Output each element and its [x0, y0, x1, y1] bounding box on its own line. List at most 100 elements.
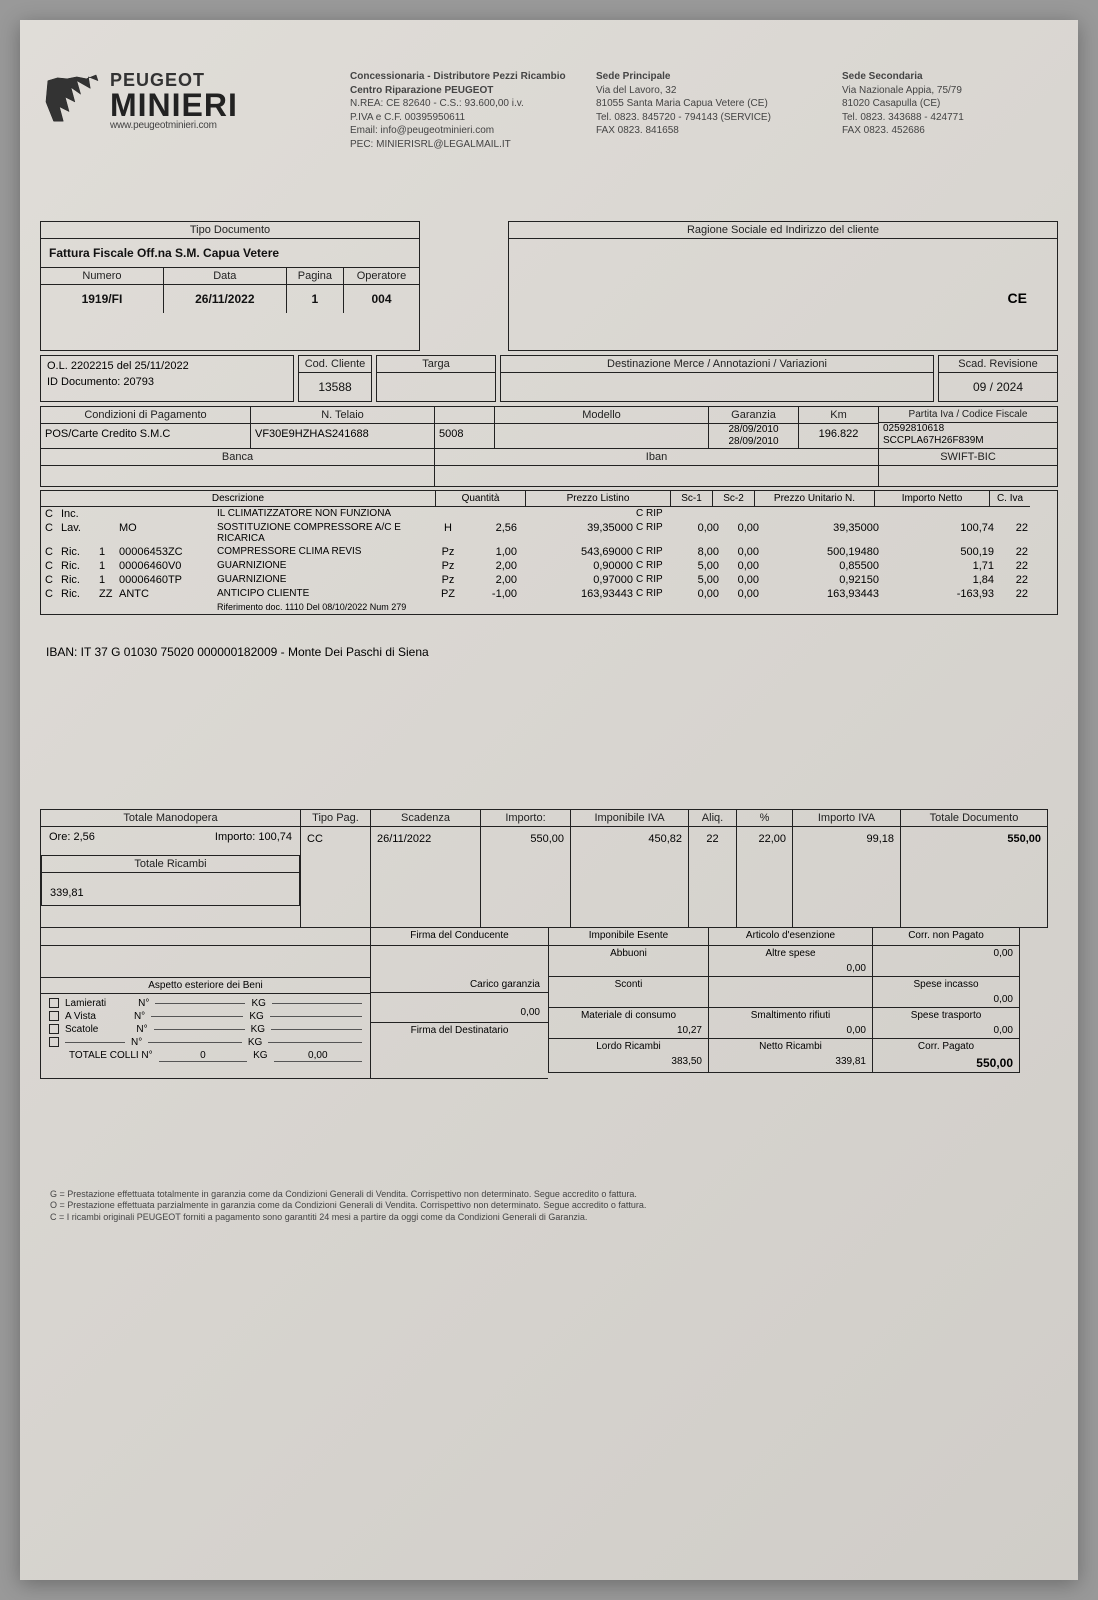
corr-non-pagato-box: Corr. non Pagato: [872, 928, 1020, 946]
destinazione-box: Destinazione Merce / Annotazioni / Varia…: [500, 355, 934, 402]
value-tipo-documento: Fattura Fiscale Off.na S.M. Capua Vetere: [41, 239, 419, 267]
item-row: CRic.100006460V0GUARNIZIONEPz2,000,90000…: [41, 559, 1057, 573]
tipo-documento-box: Tipo Documento Fattura Fiscale Off.na S.…: [40, 221, 420, 351]
checkbox-other[interactable]: [49, 1037, 59, 1047]
riferimento: Riferimento doc. 1110 Del 08/10/2022 Num…: [217, 602, 435, 613]
tipo-pag-box: Tipo Pag. CC: [300, 809, 370, 928]
label-targa: Targa: [377, 356, 495, 373]
value-km: 196.822: [799, 424, 878, 444]
scadenza-box: Scadenza 26/11/2022: [370, 809, 480, 928]
col-c-iva: C. Iva: [990, 491, 1030, 507]
label-pagina: Pagina: [287, 268, 343, 285]
col-sc2: Sc-2: [713, 491, 755, 507]
value-smalt: 0,00: [709, 1023, 872, 1038]
cod-cliente-box: Cod. Cliente 13588: [298, 355, 372, 402]
value-piva1: 02592810618: [883, 423, 1053, 435]
condizioni-pagamento-box: Condizioni di Pagamento POS/Carte Credit…: [40, 406, 250, 449]
garanzia-box: Garanzia 28/09/2010 28/09/2010: [708, 406, 798, 449]
value-colli-kg: 0,00: [308, 1050, 327, 1061]
label-ragione: Ragione Sociale ed Indirizzo del cliente: [509, 222, 1057, 239]
label-imp-iva: Imponibile IVA: [571, 810, 688, 827]
col-quantita: Quantità: [436, 491, 526, 507]
label-modello: Modello: [495, 407, 708, 424]
targa-box: Targa: [376, 355, 496, 402]
item-row: CLav.MOSOSTITUZIONE COMPRESSORE A/C E RI…: [41, 521, 1057, 545]
label-garanzia: Garanzia: [709, 407, 798, 424]
checkbox-scatole[interactable]: [49, 1024, 59, 1034]
value-id-doc: ID Documento: 20793: [47, 376, 287, 388]
value-gar2: 28/09/2010: [711, 436, 796, 448]
label-tot-man: Totale Manodopera: [41, 810, 300, 827]
art-esenzione-box: Articolo d'esenzione: [708, 928, 872, 946]
col-descrizione: Descrizione: [41, 491, 436, 507]
label-importo: Importo:: [481, 810, 570, 827]
label-tipo-pag: Tipo Pag.: [301, 810, 370, 827]
value-data: 26/11/2022: [164, 285, 286, 313]
letterhead: PEUGEOT MINIERI www.peugeotminieri.com C…: [40, 70, 1058, 151]
value-aliq: 22: [689, 827, 736, 927]
label-cond-pag: Condizioni di Pagamento: [41, 407, 250, 424]
banca-box: Banca: [40, 449, 434, 487]
checkbox-a-vista[interactable]: [49, 1011, 59, 1021]
value-ol: O.L. 2202215 del 25/11/2022: [47, 360, 287, 372]
brand-minieri: MINIERI: [110, 91, 238, 120]
item-row: CRic.100006460TPGUARNIZIONEPz2,000,97000…: [41, 573, 1057, 587]
totale-manodopera-box: Totale Manodopera Ore: 2,56 Importo: 100…: [40, 809, 300, 928]
value-corr-np: 0,00: [873, 946, 1019, 961]
peugeot-lion-icon: [40, 73, 102, 127]
value-spese-inc: 0,00: [873, 992, 1019, 1007]
sede-secondaria: Sede Secondaria Via Nazionale Appia, 75/…: [842, 70, 1058, 138]
value-netto-ric: 339,81: [709, 1054, 872, 1069]
value-spese-tras: 0,00: [873, 1023, 1019, 1038]
label-swift: SWIFT-BIC: [879, 449, 1057, 466]
col-prezzo-unitario: Prezzo Unitario N.: [755, 491, 875, 507]
iban-box: Iban: [434, 449, 878, 487]
checkbox-lamierati[interactable]: [49, 998, 59, 1008]
value-importo: 550,00: [481, 827, 570, 927]
pct-box: % 22,00: [736, 809, 792, 928]
label-dest: Destinazione Merce / Annotazioni / Varia…: [501, 356, 933, 373]
label-km: Km: [799, 407, 878, 424]
swift-box: SWIFT-BIC: [878, 449, 1058, 487]
col-prezzo-listino: Prezzo Listino: [526, 491, 671, 507]
label-tot-ric: Totale Ricambi: [42, 856, 299, 873]
value-mat-cons: 10,27: [549, 1023, 708, 1038]
footnotes: G = Prestazione effettuata totalmente in…: [40, 1189, 1058, 1224]
value-ore: 2,56: [73, 831, 94, 843]
value-tipo-pag: CC: [301, 827, 370, 927]
modello-code-box: 5008: [434, 406, 494, 449]
value-piva2: SCCPLA67H26F839M: [883, 435, 1053, 447]
imponibile-iva-box: Imponibile IVA 450,82: [570, 809, 688, 928]
aliq-box: Aliq. 22: [688, 809, 736, 928]
importo-iva-box: Importo IVA 99,18: [792, 809, 900, 928]
value-cod-cliente: 13588: [299, 373, 371, 401]
value-pct: 22,00: [737, 827, 792, 927]
label-banca: Banca: [41, 449, 434, 466]
firma-conducente-box: Firma del Conducente: [370, 928, 548, 946]
label-pct: %: [737, 810, 792, 827]
value-operatore: 004: [344, 285, 419, 313]
value-telaio: VF30E9HZHAS241688: [251, 424, 434, 444]
value-ce: CE: [1008, 290, 1027, 306]
totale-documento-box: Totale Documento 550,00: [900, 809, 1048, 928]
value-numero: 1919/FI: [41, 285, 163, 313]
item-row: CInc.IL CLIMATIZZATORE NON FUNZIONAC RIP: [41, 507, 1057, 521]
label-piva: Partita Iva / Codice Fiscale: [879, 407, 1057, 423]
col-importo-netto: Importo Netto: [875, 491, 990, 507]
value-carico-gar: 0,00: [371, 993, 548, 1022]
ol-box: O.L. 2202215 del 25/11/2022 ID Documento…: [40, 355, 294, 402]
label-tot-doc: Totale Documento: [901, 810, 1047, 827]
label-importo-iva: Importo IVA: [793, 810, 900, 827]
km-box: Km 196.822: [798, 406, 878, 449]
value-modello: 5008: [435, 424, 494, 444]
item-row: CRic.100006453ZCCOMPRESSORE CLIMA REVISP…: [41, 545, 1057, 559]
telaio-box: N. Telaio VF30E9HZHAS241688: [250, 406, 434, 449]
value-pagina: 1: [287, 285, 343, 313]
invoice-page: PEUGEOT MINIERI www.peugeotminieri.com C…: [20, 20, 1078, 1580]
label-scadenza: Scadenza: [371, 810, 480, 827]
value-imp-man: 100,74: [258, 831, 292, 843]
aspetto-beni-box: Aspetto esteriore dei Beni LamieratiN°KG…: [40, 977, 370, 1079]
value-cond-pag: POS/Carte Credito S.M.C: [41, 424, 250, 444]
value-scad-rev: 09 / 2024: [939, 373, 1057, 401]
value-tot-doc: 550,00: [901, 827, 1047, 927]
